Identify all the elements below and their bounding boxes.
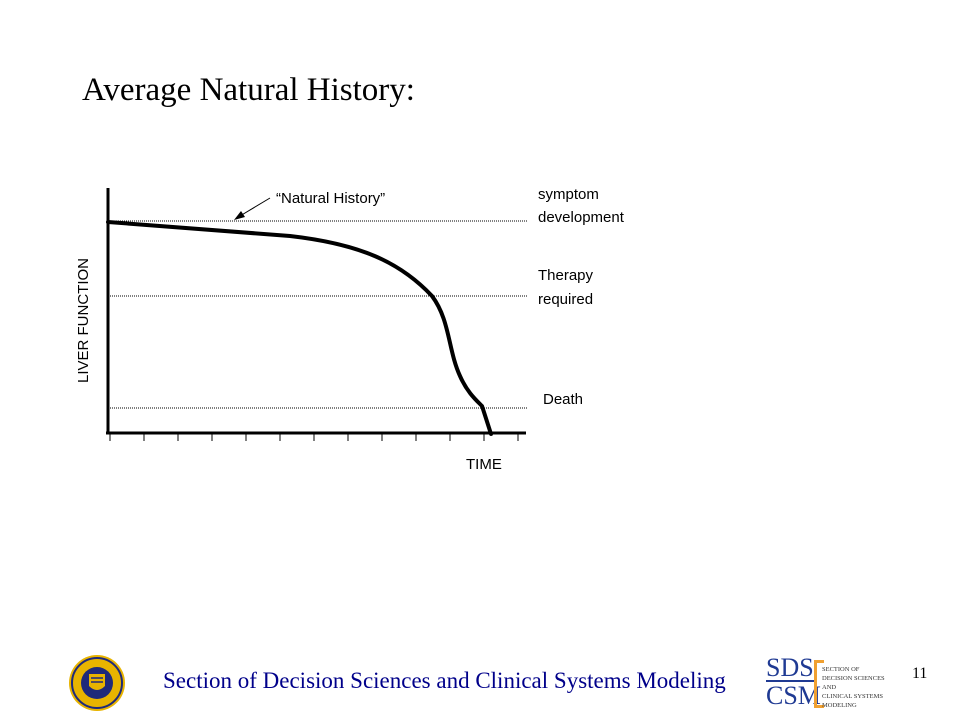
- y-axis-label: LIVER FUNCTION: [75, 258, 92, 383]
- death-label: Death: [543, 391, 583, 408]
- x-axis-label: TIME: [466, 456, 502, 473]
- x-axis-ticks: [109, 433, 519, 441]
- logo-line-3: AND: [822, 684, 836, 691]
- page-number: 11: [912, 665, 928, 682]
- logo-line-2: DECISION SCIENCES: [822, 675, 885, 682]
- university-seal-logo: [69, 655, 125, 711]
- logo-csm: CSM: [766, 681, 821, 710]
- logo-sds: SDS: [766, 653, 814, 682]
- natural-history-curve: [106, 220, 493, 436]
- logo-line-4: CLINICAL SYSTEMS: [822, 693, 883, 700]
- footer-text: Section of Decision Sciences and Clinica…: [163, 668, 726, 693]
- arrowhead-icon: [234, 211, 245, 220]
- symptom-label-line1: symptom: [538, 186, 599, 203]
- therapy-label-line1: Therapy: [538, 267, 594, 284]
- symptom-label-line2: development: [538, 209, 625, 226]
- logo-line-5: MODELING: [822, 702, 857, 709]
- therapy-label-line2: required: [538, 291, 593, 308]
- logo-line-1: SECTION OF: [822, 666, 860, 673]
- natural-history-diagram: “Natural History” symptom development Th…: [75, 186, 625, 473]
- slide-title: Average Natural History:: [82, 72, 415, 108]
- sds-csm-logo: SDS CSM SECTION OF DECISION SCIENCES AND…: [766, 653, 885, 710]
- curve-label: “Natural History”: [276, 190, 385, 207]
- curve-label-pointer: [239, 197, 271, 217]
